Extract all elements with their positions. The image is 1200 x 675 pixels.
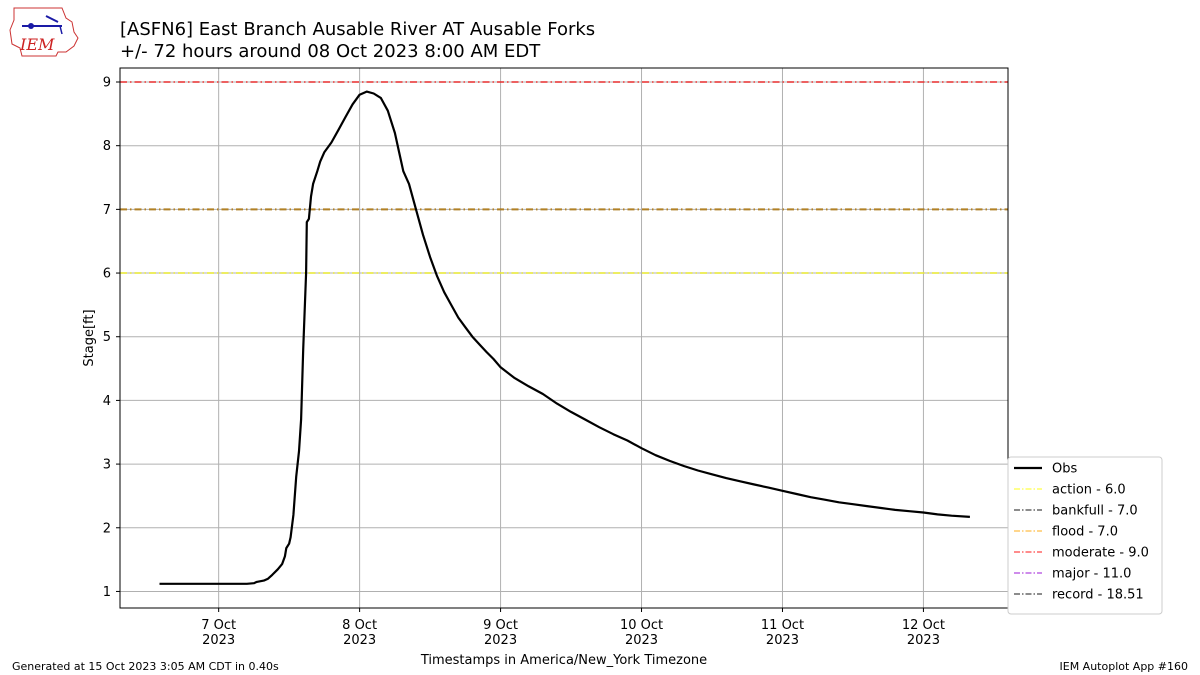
x-tick-label-day: 7 Oct <box>201 618 236 633</box>
y-axis-label: Stage[ft] <box>82 309 97 366</box>
obs-series-line <box>159 90 970 585</box>
x-tick-label-day: 12 Oct <box>902 618 945 633</box>
iem-logo: IEM <box>9 7 79 57</box>
y-tick-label: 9 <box>103 76 111 91</box>
legend-box <box>1007 456 1163 615</box>
footer-app: IEM Autoplot App #160 <box>1060 660 1189 673</box>
legend-entry-label: Obs <box>1052 462 1077 477</box>
legend-entry-label: action - 6.0 <box>1052 483 1126 498</box>
chart-title: [ASFN6] East Branch Ausable River AT Aus… <box>120 19 595 40</box>
y-tick-label: 7 <box>103 203 111 218</box>
x-tick-label-year: 2023 <box>343 633 376 648</box>
y-tick-label: 5 <box>103 330 111 345</box>
x-tick-label-day: 9 Oct <box>483 618 518 633</box>
x-axis-label: Timestamps in America/New_York Timezone <box>420 653 707 668</box>
y-tick-label: 6 <box>103 267 111 282</box>
x-tick-label-year: 2023 <box>484 633 517 648</box>
legend-entry-label: major - 11.0 <box>1052 567 1131 582</box>
y-tick-label: 3 <box>103 458 111 473</box>
x-tick-label-day: 11 Oct <box>761 618 804 633</box>
x-tick-label-year: 2023 <box>907 633 940 648</box>
legend: Obs action - 6.0 bankfull - 7.0 flood - 7.0… <box>1007 456 1163 615</box>
y-tick-label: 1 <box>103 585 111 600</box>
legend-entry-label: bankfull - 7.0 <box>1052 504 1138 519</box>
plot-area <box>120 68 1008 608</box>
plot-frame <box>119 67 1009 609</box>
footer-generated: Generated at 15 Oct 2023 3:05 AM CDT in … <box>12 660 279 673</box>
series-layer <box>159 90 970 585</box>
y-tick-label: 4 <box>103 394 111 409</box>
legend-entry-label: moderate - 9.0 <box>1052 546 1149 561</box>
y-tick-label: 2 <box>103 521 111 536</box>
x-tick-label-day: 10 Oct <box>620 618 663 633</box>
x-tick-label-year: 2023 <box>202 633 235 648</box>
y-tick-label: 8 <box>103 139 111 154</box>
legend-entry-label: flood - 7.0 <box>1052 525 1118 540</box>
x-tick-label-year: 2023 <box>766 633 799 648</box>
threshold-lines <box>120 81 1008 275</box>
x-tick-label-day: 8 Oct <box>342 618 377 633</box>
x-tick-label-year: 2023 <box>625 633 658 648</box>
logo-text: IEM <box>19 35 55 54</box>
legend-entry-label: record - 18.51 <box>1052 588 1144 603</box>
chart-subtitle: +/- 72 hours around 08 Oct 2023 8:00 AM … <box>120 41 541 62</box>
